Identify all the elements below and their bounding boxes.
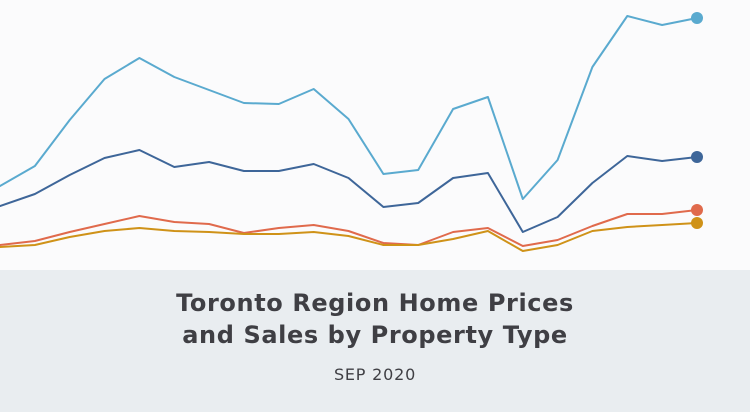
plot-area bbox=[0, 12, 703, 252]
series-2-end-marker bbox=[691, 151, 703, 163]
series-3-end-marker bbox=[691, 204, 703, 216]
series-4-end-marker bbox=[691, 217, 703, 229]
chart-title: Toronto Region Home Prices and Sales by … bbox=[0, 270, 750, 351]
chart-subtitle: SEP 2020 bbox=[333, 365, 417, 384]
series-1 bbox=[0, 12, 703, 200]
caption-panel: Toronto Region Home Prices and Sales by … bbox=[0, 270, 750, 412]
series-2-line bbox=[0, 149, 698, 233]
series-3 bbox=[0, 204, 703, 247]
series-1-end-marker bbox=[691, 12, 703, 24]
series-3-line bbox=[0, 209, 698, 247]
chart-title-line-2: and Sales by Property Type bbox=[182, 321, 568, 349]
line-chart bbox=[0, 12, 703, 252]
series-4 bbox=[0, 217, 703, 252]
series-4-line bbox=[0, 222, 698, 252]
series-1-line bbox=[0, 15, 698, 200]
chart-title-line-1: Toronto Region Home Prices bbox=[176, 289, 574, 317]
series-2 bbox=[0, 149, 703, 233]
